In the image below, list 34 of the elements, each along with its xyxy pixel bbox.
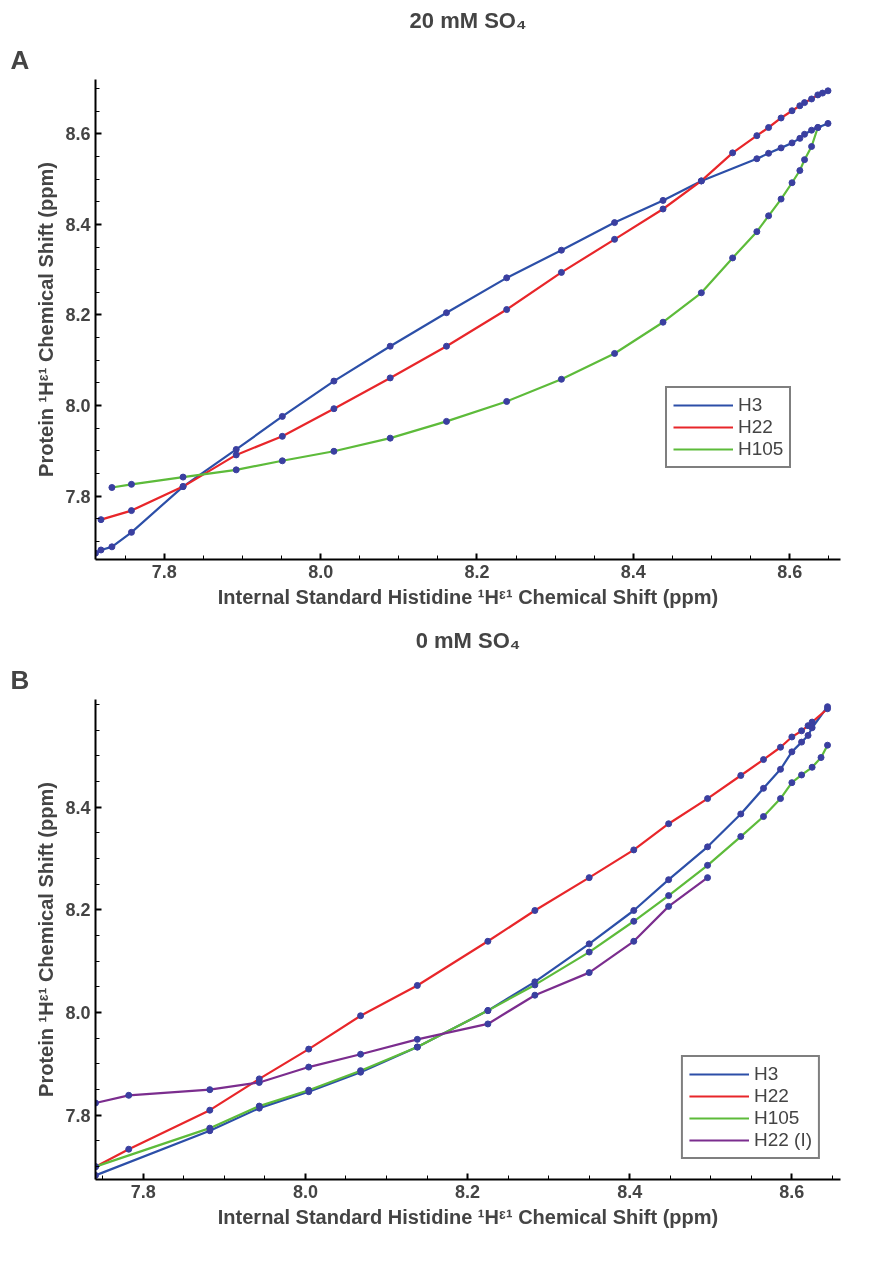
y-tick-label: 8.4 — [65, 797, 91, 818]
text: A — [10, 44, 30, 75]
x-tick-label: 8.0 — [308, 561, 334, 582]
legend-label: H3 — [738, 394, 763, 416]
y-tick-label: 8.0 — [65, 1003, 91, 1024]
chart-title: 0 mM SO₄ — [415, 627, 521, 653]
legend-label: H22 (I) — [753, 1129, 812, 1151]
x-tick-label: 8.6 — [779, 1181, 805, 1202]
y-tick-label: 8.2 — [65, 900, 91, 921]
x-tick-label: 8.6 — [777, 561, 803, 582]
x-axis-title: Internal Standard Histidine ¹Hᵋ¹ Chemical Shift (ppm) — [217, 585, 719, 608]
y-tick-label: 7.8 — [65, 1105, 91, 1126]
y-axis-title: Protein ¹Hᵋ¹ Chemical Shift (ppm) — [35, 782, 58, 1097]
x-tick-label: 7.8 — [130, 1181, 156, 1202]
y-tick-label: 7.8 — [65, 486, 91, 507]
y-tick-label: 8.4 — [65, 214, 91, 235]
x-tick-label: 8.0 — [292, 1181, 318, 1202]
x-tick-label: 8.2 — [455, 1181, 481, 1202]
x-tick-label: 7.8 — [151, 561, 177, 582]
legend-label: H105 — [738, 438, 784, 460]
y-axis-title: Protein ¹Hᵋ¹ Chemical Shift (ppm) — [35, 162, 58, 477]
text: B — [10, 664, 30, 695]
x-tick-label: 8.4 — [620, 561, 646, 582]
legend-label: H22 — [738, 416, 773, 438]
y-tick-label: 8.2 — [65, 305, 91, 326]
y-tick-label: 8.0 — [65, 396, 91, 417]
x-tick-label: 8.2 — [464, 561, 490, 582]
legend-label: H22 — [753, 1085, 789, 1107]
chart-title: 20 mM SO₄ — [409, 7, 527, 33]
x-axis-title: Internal Standard Histidine ¹Hᵋ¹ Chemical Shift (ppm) — [217, 1205, 719, 1228]
y-tick-label: 8.6 — [65, 124, 91, 145]
legend-label: H3 — [753, 1063, 779, 1085]
legend-label: H105 — [753, 1107, 800, 1129]
x-tick-label: 8.4 — [617, 1181, 643, 1202]
